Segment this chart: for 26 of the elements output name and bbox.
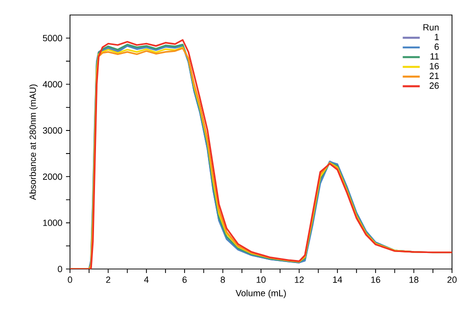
- legend-label: 16: [430, 62, 439, 70]
- y-tick-label: 4000: [42, 81, 62, 88]
- y-tick-label: 2000: [42, 173, 62, 180]
- legend-label: 21: [430, 72, 439, 79]
- legend-title: Run: [423, 24, 439, 31]
- x-tick-label: 4: [144, 276, 149, 283]
- x-tick-label: 6: [182, 276, 187, 283]
- y-tick-label: 5000: [42, 34, 62, 42]
- x-tick-label: 0: [68, 276, 72, 283]
- x-tick-label: 12: [294, 276, 304, 283]
- x-tick-label: 18: [410, 276, 418, 283]
- x-tick-label: 2: [106, 276, 110, 283]
- x-axis-title: Volume (mL): [236, 290, 286, 298]
- x-tick-label: 10: [256, 276, 266, 283]
- y-tick-label: 3000: [42, 127, 62, 134]
- x-tick-label: 14: [333, 276, 342, 283]
- legend-label: 11: [430, 53, 439, 60]
- y-tick-label: 0: [58, 266, 62, 272]
- legend-label: 1: [434, 34, 439, 40]
- legend-label: 6: [434, 44, 439, 50]
- x-tick-label: 8: [220, 276, 225, 283]
- x-tick-label: 16: [371, 276, 380, 283]
- x-tick-label: 20: [447, 276, 457, 283]
- y-tick-label: 1000: [43, 220, 62, 226]
- legend-label: 26: [430, 82, 439, 89]
- y-axis-title: Absorbance at 280nm (mAU): [29, 84, 38, 200]
